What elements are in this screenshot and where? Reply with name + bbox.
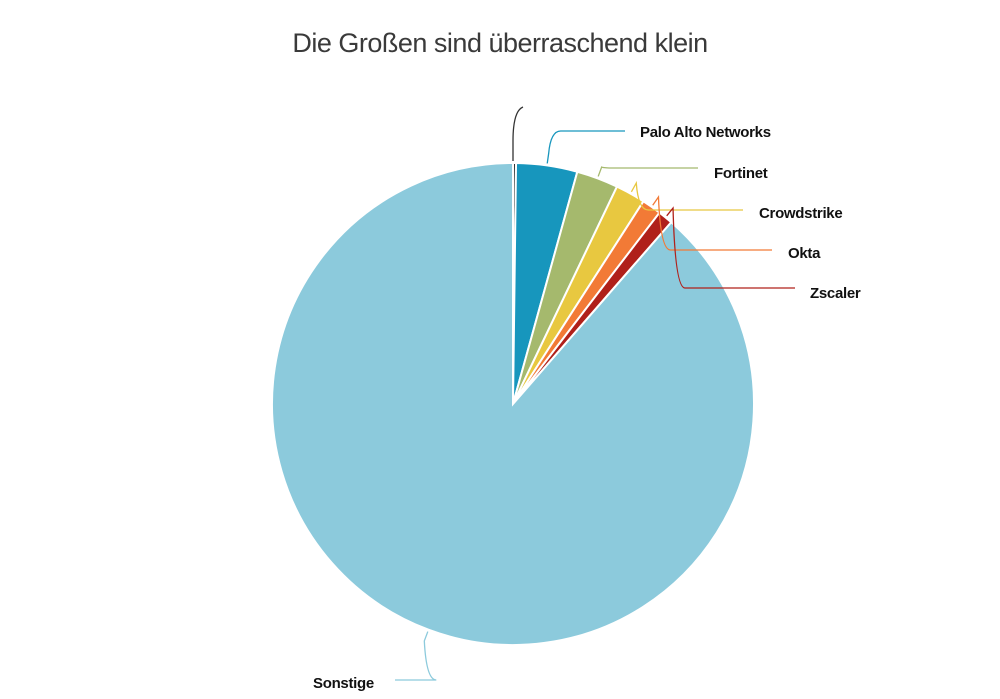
slice-labels: Palo Alto Networks Fortinet Crowdstrike Okt… xyxy=(313,124,861,692)
leader-line-5 xyxy=(666,206,795,289)
chart-title: Die Großen sind überraschend klein xyxy=(292,28,708,58)
slice-label-palo-alto-networks: Palo Alto Networks xyxy=(640,124,771,141)
slice-label-sonstige: Sonstige xyxy=(313,675,374,692)
slice-label-fortinet: Fortinet xyxy=(714,165,768,182)
pie-slices xyxy=(271,161,755,646)
slice-label-crowdstrike: Crowdstrike xyxy=(759,205,842,222)
leader-line-0 xyxy=(512,106,524,161)
leader-line-4 xyxy=(652,195,772,251)
leader-lines xyxy=(395,106,795,681)
leader-line-3 xyxy=(630,180,743,211)
leader-line-1 xyxy=(546,130,625,164)
leader-line-6 xyxy=(395,631,437,681)
leader-line-2 xyxy=(597,166,698,177)
slice-label-zscaler: Zscaler xyxy=(810,285,861,302)
slice-label-okta: Okta xyxy=(788,245,821,262)
pie-slice-sonstige xyxy=(271,161,755,646)
